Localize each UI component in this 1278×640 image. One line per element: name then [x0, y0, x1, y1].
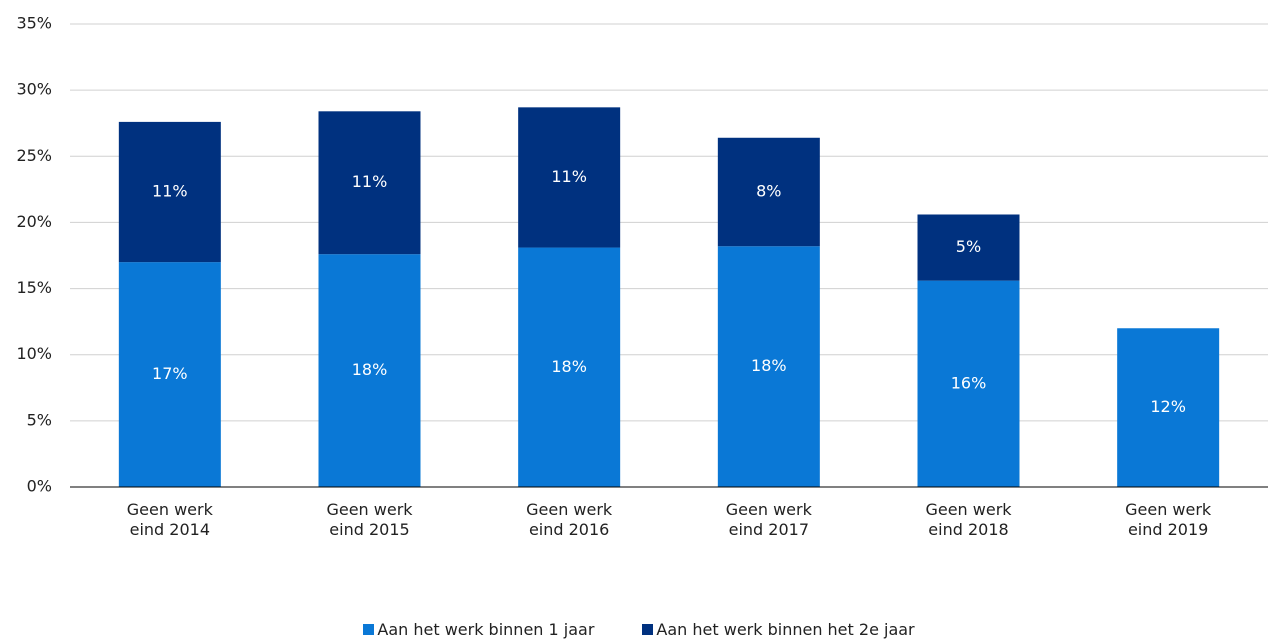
data-label: 5% — [956, 237, 981, 256]
y-tick-label: 15% — [16, 278, 52, 297]
x-tick-label: Geen werk eind 2017 — [725, 500, 812, 539]
y-tick-label: 30% — [16, 80, 52, 99]
data-label: 17% — [152, 364, 188, 383]
bar-segment — [717, 246, 820, 487]
data-label: 16% — [951, 373, 987, 392]
legend: Aan het werk binnen 1 jaar Aan het werk b… — [0, 620, 1278, 639]
legend-swatch — [642, 624, 654, 635]
y-tick-label: 5% — [27, 410, 52, 429]
legend-swatch — [363, 624, 375, 635]
legend-label: Aan het werk binnen het 2e jaar — [656, 620, 915, 639]
bar-segment — [717, 137, 820, 247]
bar-segment — [118, 121, 221, 263]
x-tick-label: Geen werk eind 2015 — [326, 500, 413, 539]
bar-segment — [318, 111, 421, 255]
bar-segment — [518, 107, 621, 248]
y-tick-label: 25% — [16, 146, 52, 165]
x-tick-label: Geen werk eind 2018 — [925, 500, 1012, 539]
data-label: 11% — [152, 182, 188, 201]
data-label: 11% — [352, 172, 388, 191]
bar-segment — [917, 280, 1020, 487]
legend-label: Aan het werk binnen 1 jaar — [377, 620, 595, 639]
data-label: 11% — [551, 167, 587, 186]
y-tick-label: 20% — [16, 212, 52, 231]
x-tick-label: Geen werk eind 2016 — [526, 500, 613, 539]
data-label: 12% — [1150, 397, 1186, 416]
x-tick-label: Geen werk eind 2019 — [1125, 500, 1212, 539]
data-label: 18% — [751, 356, 787, 375]
bar-segment — [518, 247, 621, 487]
legend-item: Aan het werk binnen het 2e jaar — [642, 620, 915, 639]
data-label: 8% — [756, 182, 781, 201]
x-tick-label: Geen werk eind 2014 — [126, 500, 213, 539]
data-label: 18% — [352, 360, 388, 379]
bar-segment — [318, 254, 421, 487]
bar-segment — [118, 262, 221, 487]
y-tick-label: 0% — [27, 477, 52, 496]
data-label: 18% — [551, 357, 587, 376]
bar-segment — [917, 214, 1020, 281]
y-tick-label: 10% — [16, 344, 52, 363]
bar-segment — [1117, 328, 1220, 487]
y-tick-label: 35% — [16, 14, 52, 33]
legend-item: Aan het werk binnen 1 jaar — [363, 620, 594, 639]
